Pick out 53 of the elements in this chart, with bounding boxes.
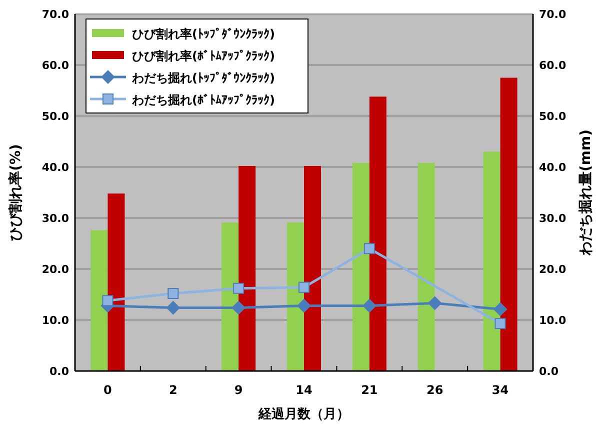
point: [232, 300, 246, 315]
point: [102, 295, 114, 306]
bar: [369, 96, 386, 371]
y2-axis-title: わだち掘れ量(mm): [578, 130, 594, 256]
y2-tick-label: 30.0: [539, 212, 566, 225]
y2-tick-label: 50.0: [539, 110, 566, 123]
x-tick-label: 0: [104, 383, 112, 397]
y2-tick-label: 60.0: [539, 59, 566, 72]
y-tick-label: 60.0: [42, 59, 70, 72]
x-tick-label: 26: [426, 383, 444, 397]
point: [494, 318, 506, 330]
y-tick-label: 0.0: [50, 365, 70, 378]
bar: [222, 222, 239, 371]
x-axis-title: 経過月数（月）: [258, 407, 350, 422]
y2-tick-label: 40.0: [539, 161, 566, 174]
y2-tick-label: 0.0: [539, 365, 559, 378]
point: [166, 300, 180, 315]
legend-label: わだち掘れ(ﾎﾞﾄﾑｱｯﾌﾟｸﾗｯｸ): [131, 93, 275, 107]
y2-tick-label: 70.0: [539, 8, 566, 21]
legend-label: わだち掘れ(ﾄｯﾌﾟﾀﾞｳﾝｸﾗｯｸ): [131, 71, 275, 85]
bar: [483, 152, 500, 371]
bar: [352, 162, 370, 371]
x-tick-label: 9: [234, 383, 243, 397]
legend-label: ひび割れ率(ﾄｯﾌﾟﾀﾞｳﾝｸﾗｯｸ): [132, 27, 275, 41]
bar: [238, 166, 256, 371]
bar: [287, 222, 304, 371]
y-tick-label: 70.0: [42, 8, 70, 21]
point: [297, 298, 311, 313]
point: [362, 298, 376, 313]
point: [233, 282, 244, 294]
point: [428, 296, 442, 310]
bar: [500, 78, 518, 371]
bar: [304, 166, 321, 371]
x-tick-label: 34: [492, 383, 509, 397]
point: [298, 282, 310, 293]
legend-label: ひび割れ率(ﾎﾞﾄﾑｱｯﾌﾟｸﾗｯｸ): [132, 49, 275, 63]
bar: [90, 230, 108, 371]
point: [364, 243, 375, 254]
x-tick-label: 21: [361, 383, 378, 397]
y2-tick-label: 10.0: [539, 314, 566, 327]
y-axis-title: ひび割れ率(%): [7, 144, 24, 241]
y-tick-label: 50.0: [42, 110, 70, 123]
bar: [418, 162, 435, 371]
y-tick-label: 30.0: [42, 212, 70, 225]
x-tick-label: 14: [296, 383, 312, 397]
point: [168, 288, 179, 299]
x-tick-label: 2: [168, 383, 178, 397]
y-tick-label: 40.0: [42, 161, 70, 174]
point: [493, 302, 508, 316]
y-tick-label: 20.0: [42, 263, 70, 276]
y2-tick-label: 20.0: [539, 263, 566, 276]
y-tick-label: 10.0: [42, 314, 70, 327]
bar: [108, 194, 125, 371]
